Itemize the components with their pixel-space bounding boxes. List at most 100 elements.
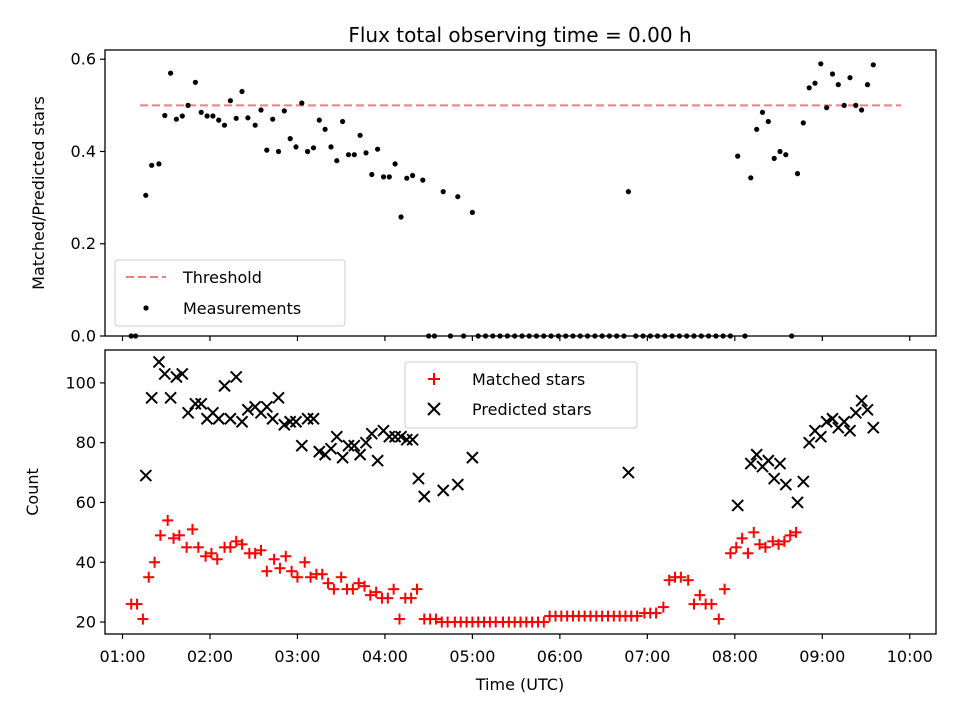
matched-star-point: [631, 610, 643, 622]
measurement-point: [310, 145, 317, 151]
predicted-star-point: [388, 430, 402, 443]
measurement-point: [835, 82, 841, 88]
predicted-star-point: [272, 391, 285, 405]
predicted-star-point: [466, 451, 479, 464]
measurement-point: [363, 150, 369, 156]
measurement-point: [420, 177, 426, 183]
measurement-point: [812, 80, 818, 86]
x-tick-label: 08:00: [712, 647, 758, 666]
predicted-star-point: [283, 415, 297, 428]
top-y-axis-label: Matched/Predicted stars: [29, 96, 48, 290]
matched-star-point: [192, 541, 204, 553]
matched-star-point: [261, 565, 273, 577]
matched-star-point: [353, 577, 365, 589]
measurement-point: [829, 71, 836, 77]
predicted-star-point: [371, 454, 384, 467]
matched-star-point: [778, 535, 790, 547]
matched-star-point: [675, 571, 687, 583]
measurement-point: [847, 75, 853, 81]
measurement-point: [210, 113, 216, 119]
measurement-point: [252, 122, 258, 128]
measurement-point: [369, 171, 375, 178]
predicted-star-point: [218, 379, 231, 393]
matched-star-point: [382, 592, 394, 604]
matched-star-point: [688, 598, 700, 610]
measurement-point: [800, 120, 806, 126]
predicted-star-point: [195, 397, 208, 411]
predicted-star-point: [241, 403, 255, 416]
predicted-star-point: [342, 439, 355, 452]
matched-star-point: [249, 547, 261, 559]
matched-star-point: [736, 532, 748, 544]
predicted-star-point: [307, 412, 320, 425]
measurement-point: [143, 192, 149, 198]
measurement-point: [357, 132, 363, 138]
matched-star-point: [230, 535, 242, 547]
predicted-star-point: [212, 412, 225, 425]
predicted-star-point: [797, 475, 810, 488]
predicted-star-point: [820, 415, 833, 428]
measurement-point: [824, 105, 830, 111]
predicted-star-point: [843, 424, 857, 437]
measurement-point: [345, 152, 352, 158]
matched-star-point: [205, 547, 217, 559]
top-y-tick-label: 0.2: [71, 234, 96, 253]
matched-star-point: [393, 613, 405, 625]
predicted-star-point: [744, 457, 758, 470]
predicted-star-point: [867, 421, 880, 434]
predicted-star-point: [849, 406, 863, 419]
measurement-point: [864, 82, 871, 88]
measurement-point: [162, 112, 168, 119]
matched-star-point: [748, 526, 760, 538]
predicted-star-point: [235, 415, 249, 428]
measurements-legend-label: Measurements: [183, 299, 301, 318]
measurement-point: [440, 189, 446, 195]
top-plot-panel: 0.0 0.2 0.4 0.6 Matched/Predicted stars Thr…: [29, 49, 937, 346]
measurement-point: [410, 172, 416, 179]
measurement-point: [239, 88, 245, 95]
matched-star-point: [162, 514, 174, 526]
measurement-point: [375, 146, 381, 152]
matched-star-point: [200, 550, 212, 562]
bottom-y-axis-label: Count: [23, 468, 42, 516]
measurement-point: [818, 61, 824, 67]
predicted-star-point: [365, 427, 379, 440]
predicted-star-point: [266, 412, 279, 425]
measurement-point: [455, 194, 461, 200]
matched-star-point: [149, 556, 161, 568]
x-tick-label: 01:00: [99, 647, 145, 666]
matched-star-point: [388, 583, 400, 595]
top-y-tick-label: 0.0: [71, 327, 96, 346]
predicted-star-point: [260, 400, 274, 414]
predicted-star-point: [779, 478, 793, 491]
matched-star-point: [767, 535, 779, 547]
matched-star-point: [131, 598, 143, 610]
predicted-star-point: [289, 415, 303, 428]
bottom-plot-frame: [104, 349, 937, 635]
matched-star-point: [430, 613, 442, 625]
predicted-star-point: [145, 391, 158, 405]
matched-star-point: [790, 526, 802, 538]
predicted-star-point: [814, 430, 828, 443]
chart-title: Flux total observing time = 0.00 h: [348, 23, 691, 47]
measurement-point: [735, 153, 741, 159]
matched-star-point: [291, 571, 303, 583]
measurement-point: [322, 126, 328, 132]
predicted-star-point: [152, 355, 166, 369]
measurement-point: [149, 162, 155, 168]
predicted-star-point: [176, 367, 189, 381]
matched-stars-legend-label: Matched stars: [472, 370, 585, 389]
predicted-star-point: [412, 472, 425, 485]
matched-star-point: [682, 574, 694, 586]
matched-star-point: [730, 541, 742, 553]
matched-star-point: [236, 538, 248, 550]
matched-star-point: [742, 547, 754, 559]
predicted-star-point: [348, 439, 361, 452]
matched-star-point: [650, 607, 662, 619]
predicted-star-point: [762, 454, 775, 467]
predicted-star-point: [139, 469, 153, 482]
matched-star-point: [181, 541, 193, 553]
matched-star-point: [154, 529, 166, 541]
